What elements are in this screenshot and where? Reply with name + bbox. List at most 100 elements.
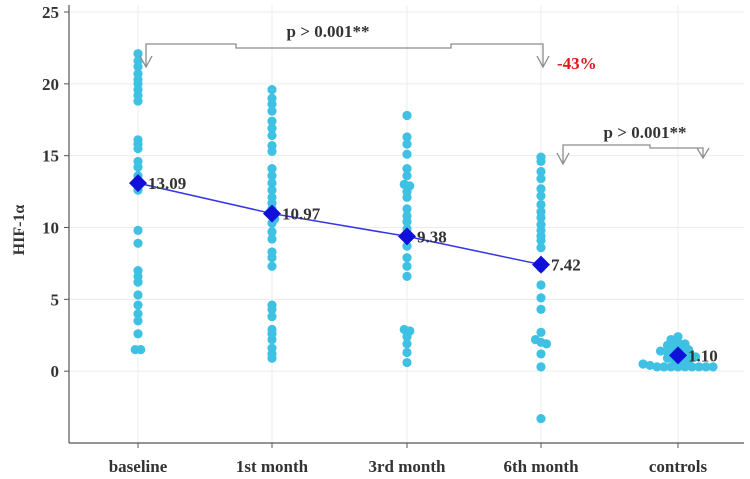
x-tick-label: 3rd month	[369, 457, 447, 476]
data-point	[267, 304, 277, 314]
data-point	[267, 334, 277, 345]
data-point	[267, 311, 277, 322]
data-point	[536, 174, 546, 184]
data-point	[402, 347, 412, 358]
y-tick-label: 0	[51, 362, 60, 381]
data-point	[536, 304, 546, 314]
data-point	[133, 290, 143, 300]
data-point	[136, 345, 146, 355]
data-point	[267, 116, 277, 126]
data-point	[267, 106, 277, 116]
data-point	[683, 350, 694, 360]
data-point	[652, 362, 662, 372]
mean-marker	[129, 174, 147, 193]
mean-markers	[129, 174, 687, 365]
data-point	[267, 178, 277, 188]
data-point	[536, 349, 546, 359]
data-point	[402, 357, 412, 368]
data-point	[402, 261, 412, 271]
data-point	[694, 362, 704, 372]
data-point	[536, 235, 546, 246]
data-point	[673, 362, 683, 372]
data-point	[536, 184, 546, 194]
data-point	[267, 227, 277, 237]
y-ticks: 0 5 10 15 20 25	[42, 3, 69, 381]
data-point	[133, 96, 143, 106]
data-point	[536, 166, 546, 177]
data-point	[536, 191, 546, 201]
data-point	[541, 339, 552, 349]
data-point	[655, 346, 666, 356]
data-point	[402, 332, 412, 342]
data-point	[687, 362, 697, 372]
data-point	[402, 110, 412, 121]
mean-label: 7.42	[551, 256, 581, 275]
mean-label: 9.38	[417, 227, 447, 246]
data-point	[133, 238, 143, 248]
data-point	[267, 261, 277, 271]
data-point	[536, 293, 546, 303]
data-point	[701, 362, 711, 372]
data-point	[267, 130, 277, 141]
mean-marker	[532, 255, 550, 274]
y-tick-label: 15	[42, 147, 59, 166]
bracket-arrow-left-2	[556, 152, 570, 166]
bracket-arrow-right-1	[536, 55, 550, 69]
data-point	[133, 329, 143, 339]
data-point	[402, 339, 412, 349]
x-tick-label: 6th month	[503, 457, 579, 476]
y-tick-label: 25	[42, 3, 59, 22]
bracket-arrow-right-2	[696, 147, 710, 160]
mean-marker	[263, 204, 281, 223]
data-point	[267, 171, 277, 181]
data-point	[267, 234, 277, 244]
data-point	[536, 280, 546, 290]
mean-marker	[669, 346, 687, 365]
data-point	[402, 171, 412, 181]
y-tick-label: 10	[42, 219, 59, 238]
data-point	[133, 225, 143, 235]
data-point	[536, 212, 546, 223]
bracket-6th-month-controls	[562, 144, 704, 163]
significance-brackets: p > 0.001** -43% p > 0.001**	[139, 22, 710, 166]
x-tick-label: controls	[649, 457, 708, 476]
data-point	[267, 99, 277, 109]
data-point	[267, 163, 277, 174]
mean-line	[137, 182, 542, 266]
data-point	[536, 156, 546, 167]
data-point	[402, 139, 412, 149]
mean-marker	[398, 227, 416, 246]
data-point	[133, 277, 143, 287]
data-point	[402, 271, 412, 281]
bracket-baseline-6th-month	[145, 43, 544, 66]
data-point	[708, 362, 718, 372]
data-point	[267, 146, 277, 156]
data-point	[402, 192, 412, 202]
data-point	[536, 199, 546, 210]
data-point	[402, 149, 412, 159]
data-point	[536, 243, 546, 253]
mean-labels: 13.09 10.97 9.38 7.42 1.10	[148, 174, 718, 365]
data-point	[662, 340, 673, 350]
data-point	[536, 362, 546, 372]
bracket-label-2: p > 0.001**	[604, 123, 687, 142]
data-point	[659, 362, 669, 372]
data-point	[666, 362, 676, 372]
data-point	[402, 217, 412, 227]
data-point	[267, 218, 277, 228]
x-ticks: baseline 1st month 3rd month 6th month contr…	[109, 443, 708, 476]
y-tick-label: 5	[51, 290, 60, 309]
data-point	[133, 143, 143, 154]
mean-label: 13.09	[148, 174, 186, 193]
data-point	[402, 241, 412, 251]
data-point	[402, 253, 412, 263]
data-point	[267, 123, 277, 133]
data-point	[536, 327, 546, 337]
bracket-label-1: p > 0.001**	[287, 22, 370, 41]
data-point	[133, 300, 143, 310]
data-point	[267, 84, 277, 95]
data-point	[645, 360, 655, 371]
data-point	[402, 132, 412, 142]
